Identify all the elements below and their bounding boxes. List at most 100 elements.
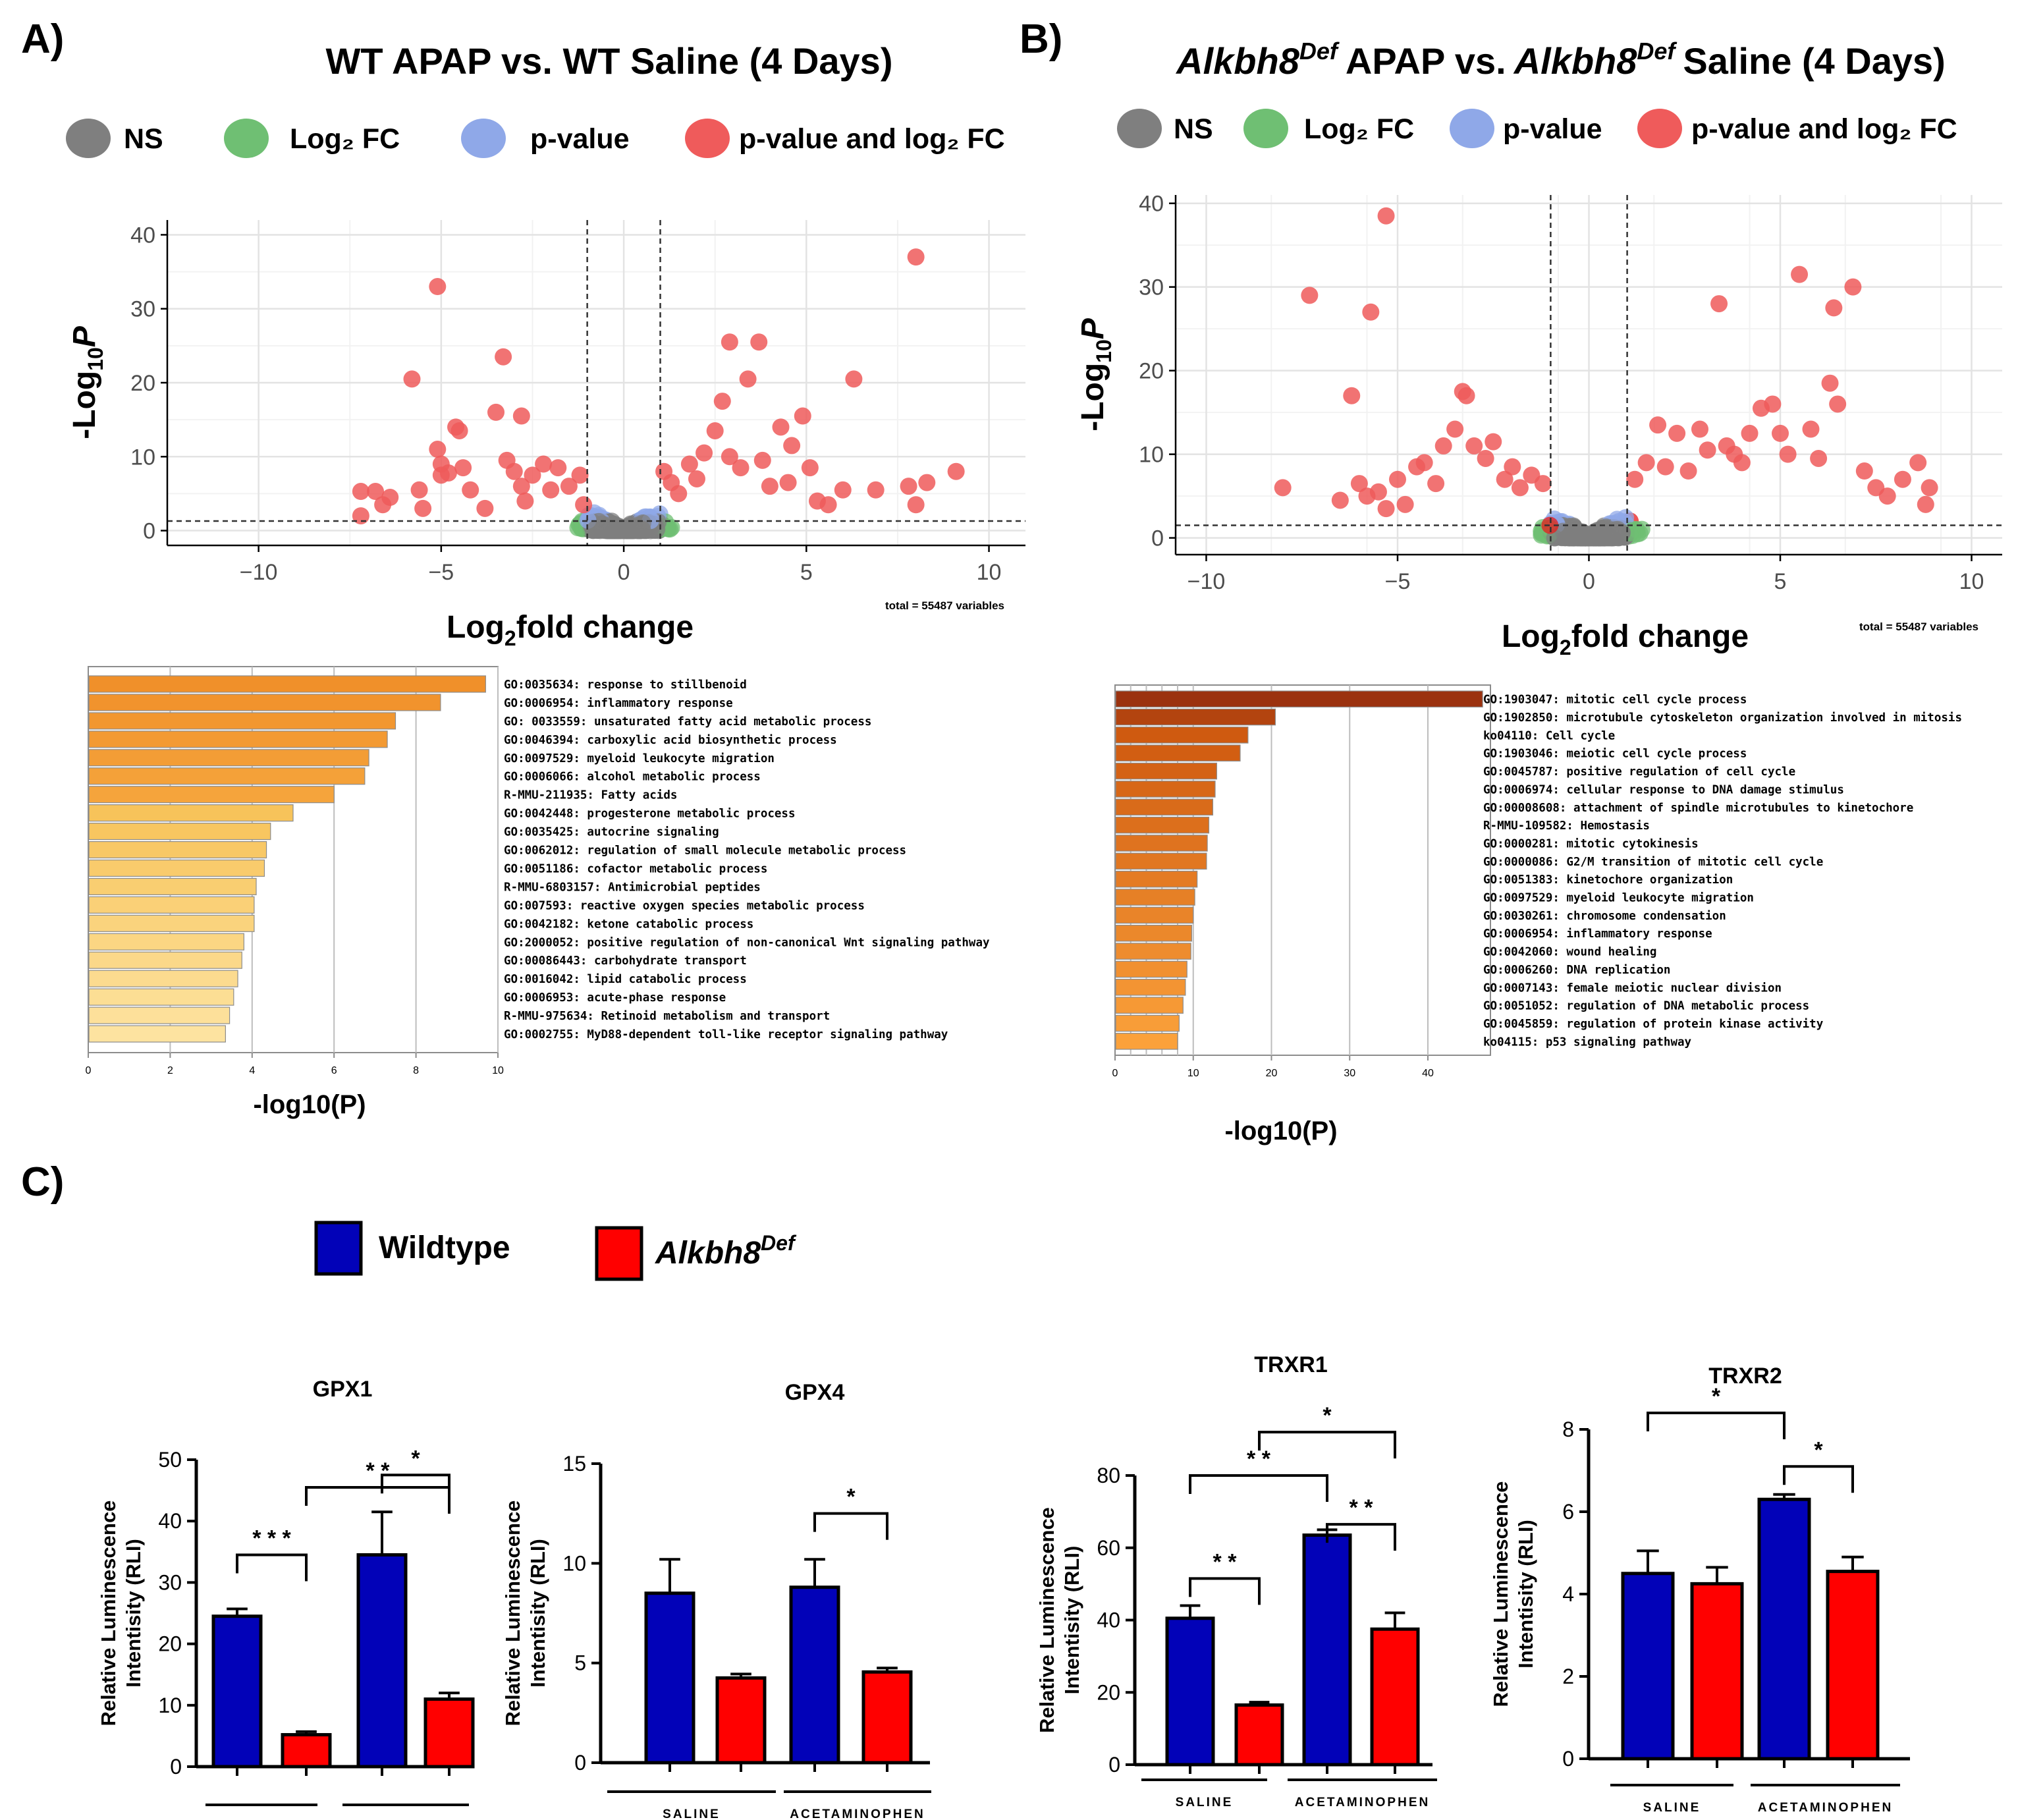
go-bar xyxy=(88,896,255,914)
y-tick-label: 50 xyxy=(158,1448,182,1472)
go-x-tick-label: 10 xyxy=(492,1065,504,1076)
significance-bracket xyxy=(1326,1523,1396,1551)
go-bar xyxy=(1115,727,1249,744)
bar xyxy=(211,1614,263,1769)
trxr2-chart: TRXR2 0 2 4 6 8 Relative LuminescenceIntentisi… xyxy=(1489,1364,1910,1815)
go-x-tick-label: 20 xyxy=(1266,1068,1278,1079)
data-point-highlight xyxy=(900,478,917,495)
panel-b-title-gene1: Alkbh8 xyxy=(1175,40,1300,82)
go-bar xyxy=(88,951,242,969)
x-tick-label: −10 xyxy=(1187,569,1226,594)
go-term-label: R-MMU-211935: Fatty acids xyxy=(504,789,677,802)
data-point xyxy=(607,520,624,538)
group-label-acetaminophen: ACETAMINOPHEN xyxy=(1295,1796,1430,1809)
data-point-highlight xyxy=(801,459,819,477)
data-point-highlight xyxy=(1829,395,1847,413)
significance-bracket xyxy=(1647,1412,1786,1439)
go-x-tick-label: 2 xyxy=(167,1065,173,1076)
data-point-highlight xyxy=(1772,424,1789,442)
y-tick-label: 10 xyxy=(158,1694,182,1717)
go-bar xyxy=(1115,924,1192,942)
data-point-highlight xyxy=(1637,454,1655,472)
panel-b-title-end: Saline (4 Days) xyxy=(1683,40,1945,82)
significance-bracket xyxy=(381,1474,450,1502)
go-term-label: GO:0045859: regulation of protein kinase… xyxy=(1483,1018,1824,1031)
data-point-highlight xyxy=(1331,491,1349,509)
data-point-highlight xyxy=(1434,437,1452,455)
x-tick-label: 10 xyxy=(977,560,1002,585)
go-bar xyxy=(88,970,238,987)
data-point-highlight xyxy=(1855,462,1873,480)
y-tick-label: 0 xyxy=(1562,1747,1574,1771)
panel-b-label: B) xyxy=(1020,16,1062,62)
y-tick-label: 0 xyxy=(170,1755,182,1779)
go-term-label: GO:0062012: regulation of small molecule… xyxy=(504,844,906,858)
go-b-xlabel: -log10(P) xyxy=(1224,1117,1337,1145)
data-point-highlight xyxy=(1699,441,1716,459)
data-point-highlight xyxy=(918,474,936,491)
go-enrichment-a: GO:0035634: response to stillbenoid GO:00… xyxy=(86,666,990,1076)
x-axis-title-sub: 2 xyxy=(1560,636,1571,659)
go-term-label: GO:007593: reactive oxygen species metab… xyxy=(504,899,865,912)
go-bar xyxy=(1115,1014,1180,1032)
volcano-a-total: total = 55487 variables xyxy=(885,599,1004,612)
y-axis-title-rest: P xyxy=(67,325,102,347)
y-tick-label: 4 xyxy=(1562,1582,1574,1606)
y-tick-label: 0 xyxy=(574,1751,586,1775)
y-axis-title: Relative LuminescenceIntentisity (RLI) xyxy=(1489,1481,1537,1707)
go-bar xyxy=(1115,997,1184,1014)
data-point-highlight xyxy=(907,248,925,266)
go-bar xyxy=(88,988,234,1006)
go-bar xyxy=(88,786,335,804)
significance-bracket xyxy=(236,1553,308,1582)
data-point-highlight xyxy=(487,403,505,421)
legend-alkbh8-gene: Alkbh8 xyxy=(655,1236,761,1271)
go-bar xyxy=(1115,798,1214,816)
data-point-highlight xyxy=(439,464,457,482)
panel-a-label: A) xyxy=(21,16,64,62)
go-x-tick-label: 0 xyxy=(1112,1068,1118,1079)
data-point-highlight xyxy=(779,474,797,491)
panel-b-title-sup1: Def xyxy=(1299,38,1340,65)
significance-label: * xyxy=(411,1446,420,1471)
go-bar xyxy=(1115,889,1195,906)
go-bar xyxy=(1115,835,1208,852)
bar-chart-title: GPX1 xyxy=(313,1377,373,1402)
y-axis-title-line2: Intentisity (RLI) xyxy=(526,1539,549,1688)
y-tick-label: 8 xyxy=(1562,1418,1574,1441)
data-point xyxy=(1541,516,1559,534)
significance-label: * xyxy=(846,1485,856,1510)
data-point-highlight xyxy=(1764,395,1782,413)
data-point-highlight xyxy=(410,481,428,499)
y-tick-label: 6 xyxy=(1562,1500,1574,1524)
data-point-highlight xyxy=(462,481,479,499)
gpx1-chart: GPX1 0 10 20 30 40 50 Relative LuminescenceInte… xyxy=(97,1377,475,1806)
data-point-highlight xyxy=(713,393,731,410)
bar xyxy=(281,1733,332,1769)
y-tick-label: 30 xyxy=(158,1570,182,1594)
volcano-a-legend: NS Log₂ FC p-value p-value and log₂ FC xyxy=(66,119,1005,158)
x-axis-title: Log2fold change xyxy=(1502,619,1749,659)
significance-bracket xyxy=(813,1512,888,1540)
go-term-label: GO:0097529: myeloid leukocyte migration xyxy=(504,752,775,765)
legend-dot-1 xyxy=(224,119,269,158)
panel-c-label: C) xyxy=(21,1159,64,1205)
y-tick-label: 80 xyxy=(1097,1464,1120,1487)
volcano-plot-a: −10 −5 0 5 10 0 10 20 30 40 Log2fold change -Log10P xyxy=(67,220,1025,650)
data-point-highlight xyxy=(1679,462,1697,480)
go-enrichment-b: GO:1903047: mitotic cell cycle process GO… xyxy=(1112,684,1962,1079)
go-term-label: ko04110: Cell cycle xyxy=(1483,729,1615,742)
go-term-label: GO:00008608: attachment of spindle micro… xyxy=(1483,802,1913,815)
go-term-label: GO:0045787: positive regulation of cell … xyxy=(1483,765,1795,779)
data-point-highlight xyxy=(1362,303,1380,321)
bar xyxy=(1302,1533,1352,1767)
significance-label: * xyxy=(1814,1437,1823,1462)
significance-label: * * xyxy=(366,1458,391,1483)
data-point-highlight xyxy=(1415,454,1433,472)
data-point-highlight xyxy=(1377,207,1395,225)
go-term-label: GO:0030261: chromosome condensation xyxy=(1483,910,1726,923)
data-point-highlight xyxy=(680,455,698,473)
y-tick-label: 20 xyxy=(1139,359,1164,384)
x-tick-label: 5 xyxy=(1774,569,1787,594)
